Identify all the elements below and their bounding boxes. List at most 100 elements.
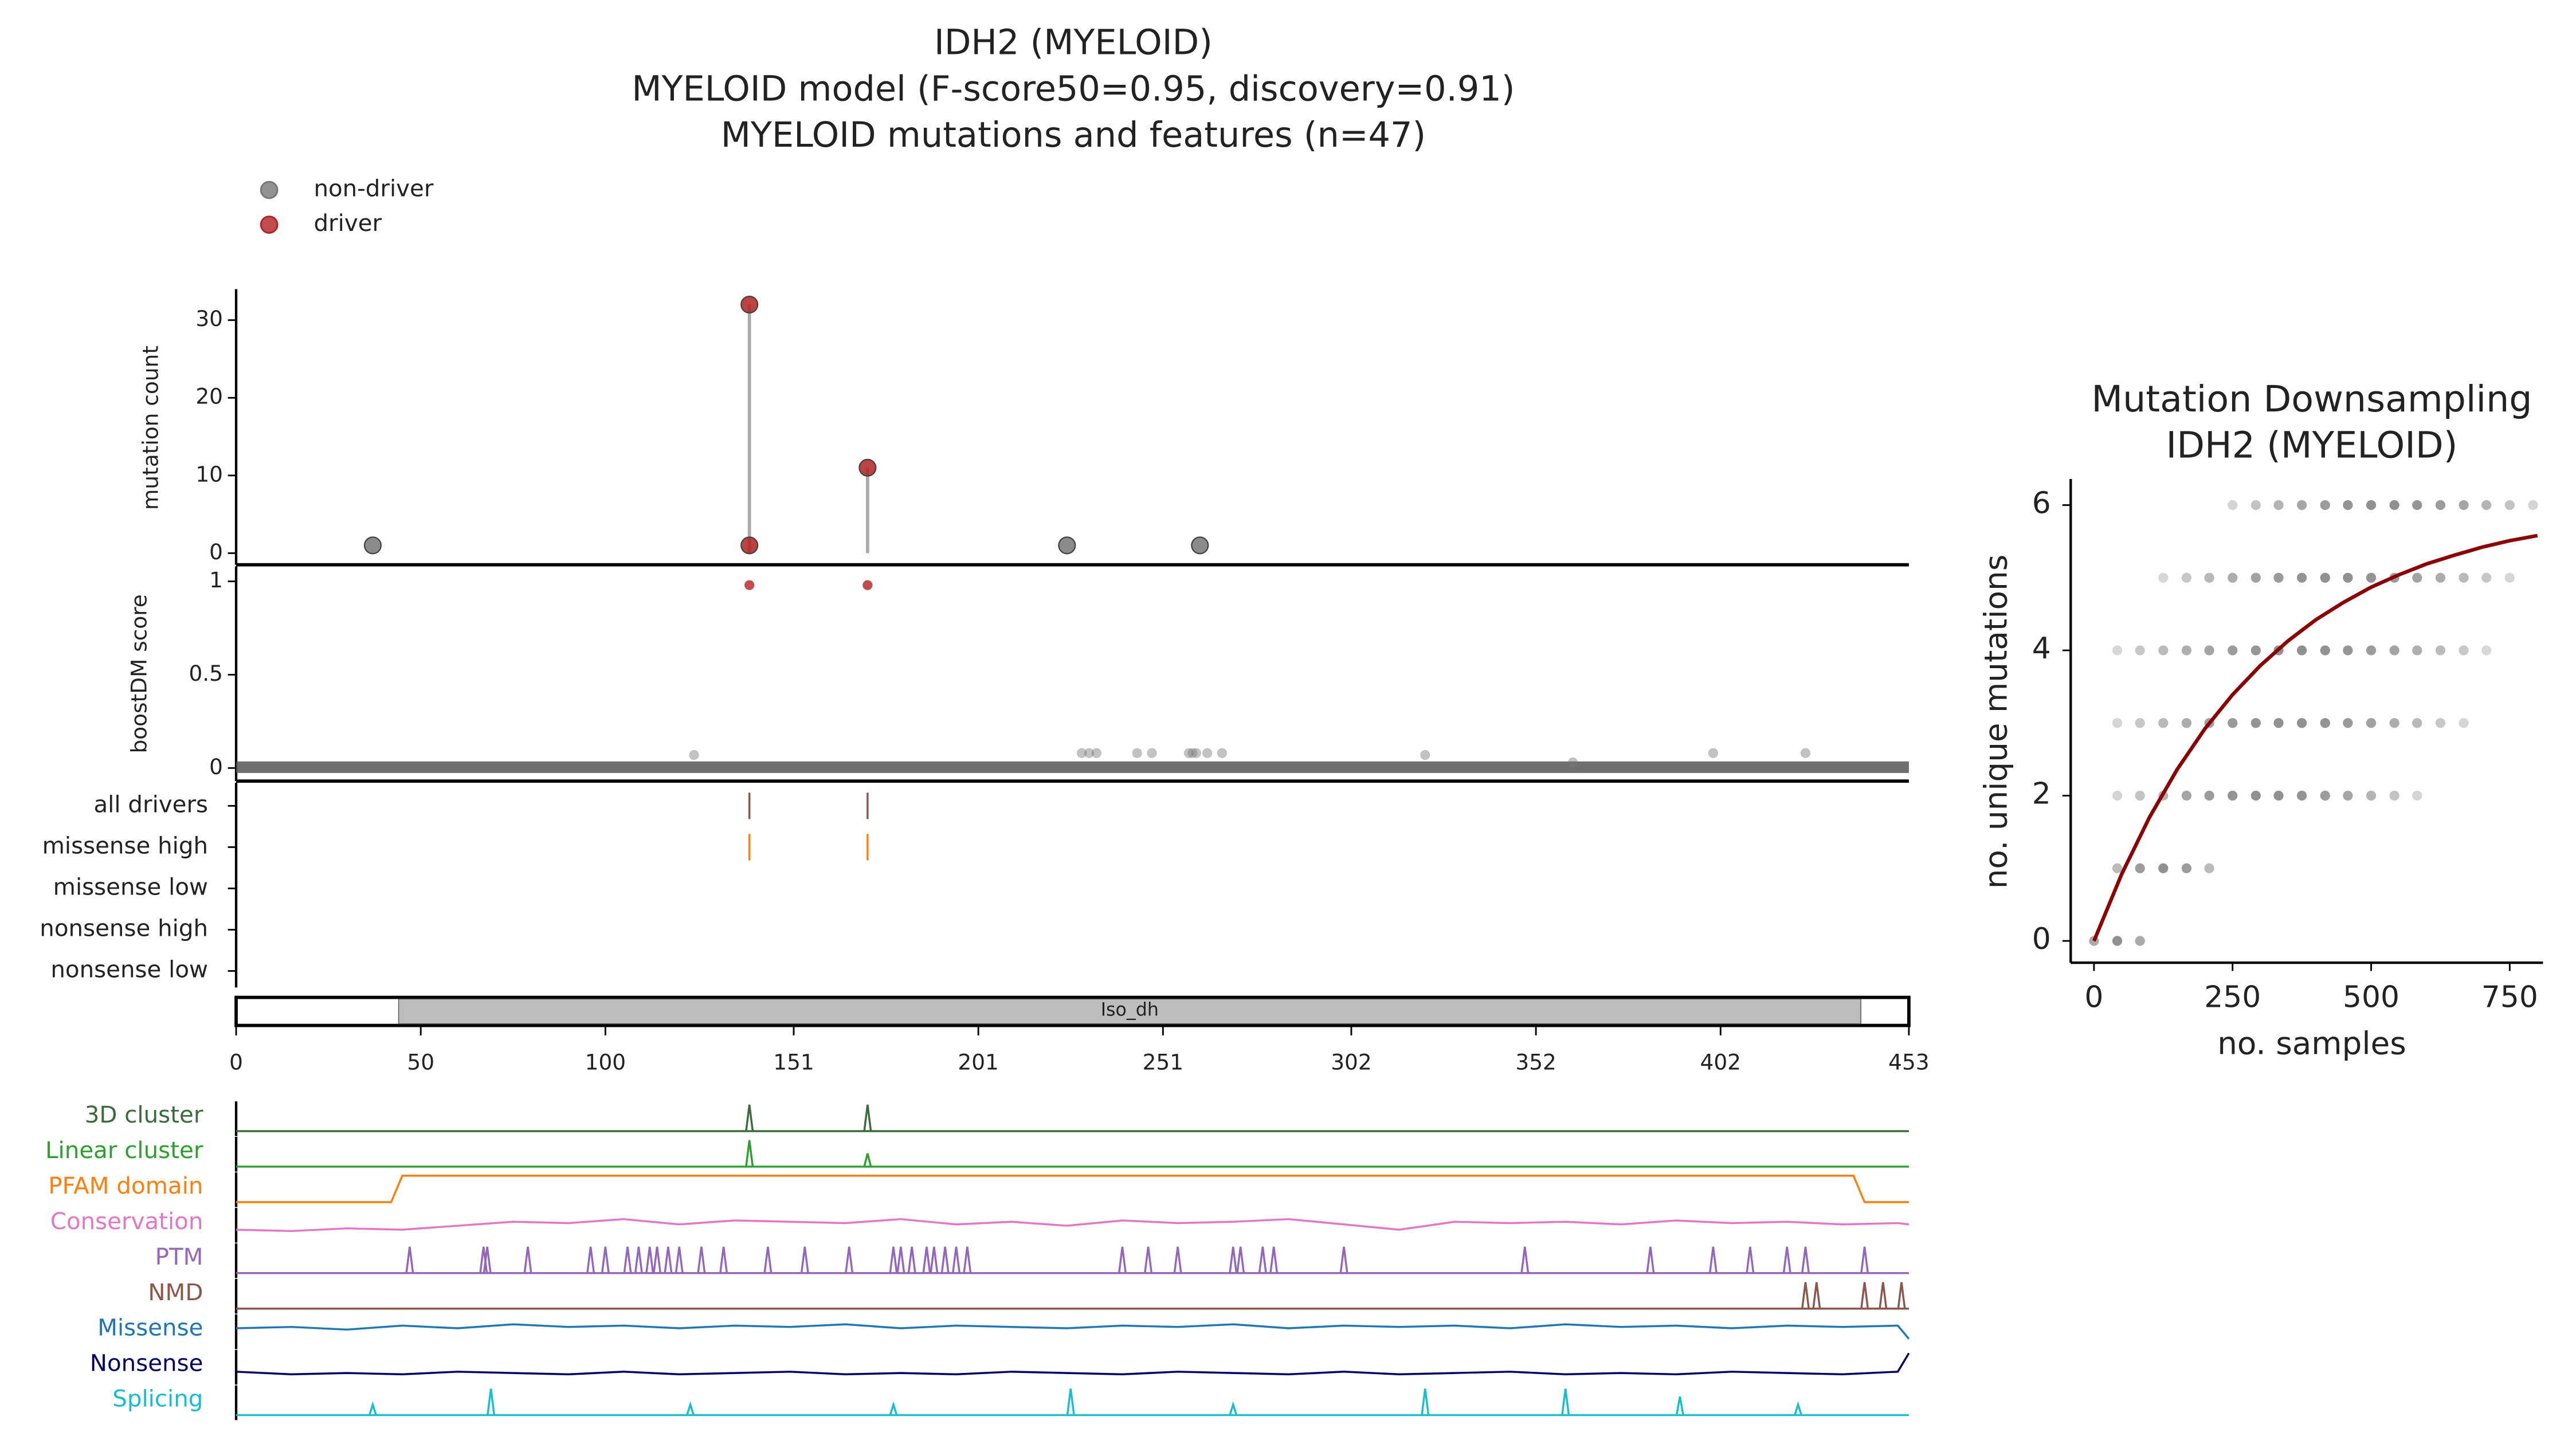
point	[1191, 748, 1201, 758]
feature-spike	[940, 1246, 950, 1273]
feature-spike	[645, 1246, 654, 1273]
point	[2389, 790, 2399, 801]
y-tick-label: 0	[209, 754, 223, 779]
point	[2204, 863, 2214, 873]
point	[2250, 718, 2261, 728]
track-label: nonsense high	[40, 915, 208, 941]
point	[1091, 748, 1102, 758]
feature-spike	[487, 1388, 496, 1415]
point	[2204, 572, 2214, 583]
point	[2158, 645, 2169, 656]
point	[1800, 748, 1811, 758]
feature-spike	[1812, 1282, 1821, 1309]
feature-spike	[1144, 1246, 1153, 1273]
feature-spike	[745, 1140, 754, 1167]
feature-spike	[1782, 1246, 1791, 1273]
feature-spike	[963, 1246, 972, 1273]
feature-spike	[952, 1246, 960, 1273]
point	[2343, 572, 2353, 583]
point	[2250, 645, 2261, 656]
point	[2228, 500, 2238, 511]
y-tick-label: 1	[209, 567, 223, 593]
point	[2412, 572, 2422, 583]
point	[1567, 757, 1578, 768]
y-tick-label: 4	[2032, 631, 2051, 666]
point	[740, 296, 759, 314]
feature-spike	[1897, 1282, 1906, 1309]
point	[2320, 790, 2330, 801]
point	[1191, 536, 1209, 555]
y-axis-label: mutation count	[138, 346, 163, 510]
point	[2435, 500, 2446, 511]
feature-spike	[800, 1246, 809, 1273]
point	[2158, 718, 2169, 728]
x-tick-label: 50	[407, 1049, 434, 1074]
feature-spike	[586, 1246, 595, 1273]
point	[2389, 500, 2399, 511]
feature-spike	[863, 1104, 872, 1132]
point	[2459, 500, 2469, 511]
feature-spike	[686, 1401, 695, 1416]
x-tick-label: 500	[2343, 980, 2399, 1014]
feature-spike	[697, 1246, 706, 1273]
feature-label: PFAM domain	[48, 1172, 203, 1199]
track-label: nonsense low	[50, 956, 208, 983]
point	[2228, 645, 2238, 656]
feature-spike	[1118, 1246, 1127, 1273]
feature-label: Missense	[97, 1315, 203, 1341]
point	[2135, 936, 2145, 946]
point	[2366, 718, 2377, 728]
point	[2343, 718, 2353, 728]
feature-spike	[1258, 1246, 1267, 1273]
domain-label: Iso_dh	[1101, 1000, 1159, 1021]
point	[2343, 645, 2353, 656]
point	[1076, 748, 1087, 758]
feature-label: Linear cluster	[45, 1137, 203, 1164]
y-tick-label: 0.5	[189, 661, 223, 686]
y-tick-label: 20	[195, 384, 223, 409]
point	[2366, 790, 2377, 801]
feature-line	[236, 1352, 1910, 1376]
feature-label: PTM	[155, 1243, 203, 1270]
feature-spike	[745, 1104, 754, 1132]
y-tick-label: 30	[195, 306, 223, 331]
feature-spike	[483, 1246, 492, 1273]
point	[2250, 790, 2261, 801]
point	[2412, 718, 2422, 728]
point	[2459, 572, 2469, 583]
x-axis-label: no. samples	[2217, 1025, 2406, 1061]
chart-title: MYELOID model (F-score50=0.95, discovery…	[632, 69, 1515, 109]
point	[2250, 500, 2261, 511]
feature-label: NMD	[148, 1279, 203, 1306]
feature-spike	[1269, 1246, 1279, 1273]
baseline-band	[236, 761, 1909, 773]
legend-label: driver	[313, 210, 382, 237]
point	[1202, 748, 1213, 758]
domain	[398, 998, 1861, 1025]
feature-spike	[896, 1246, 905, 1273]
point	[2273, 500, 2284, 511]
feature-spike	[1229, 1246, 1238, 1273]
point	[2273, 790, 2284, 801]
point	[2250, 572, 2261, 583]
point	[1708, 748, 1719, 758]
feature-spike	[1801, 1282, 1810, 1309]
legend-label: non-driver	[313, 175, 433, 202]
feature-label: Splicing	[112, 1386, 203, 1412]
feature-label: 3D cluster	[85, 1101, 203, 1128]
point	[2135, 790, 2145, 801]
point	[1183, 748, 1194, 758]
point	[1420, 750, 1430, 760]
point	[2296, 572, 2307, 583]
track-label: missense high	[42, 832, 208, 859]
chart-title: Mutation Downsampling	[2091, 378, 2532, 420]
point	[2158, 863, 2169, 873]
y-tick-label: 0	[2032, 922, 2051, 956]
y-tick-label: 0	[209, 539, 223, 564]
feature-spike	[1339, 1246, 1348, 1273]
point	[2528, 500, 2538, 511]
point	[2504, 572, 2515, 583]
x-tick-label: 0	[229, 1049, 243, 1074]
feature-spike	[1561, 1388, 1570, 1415]
